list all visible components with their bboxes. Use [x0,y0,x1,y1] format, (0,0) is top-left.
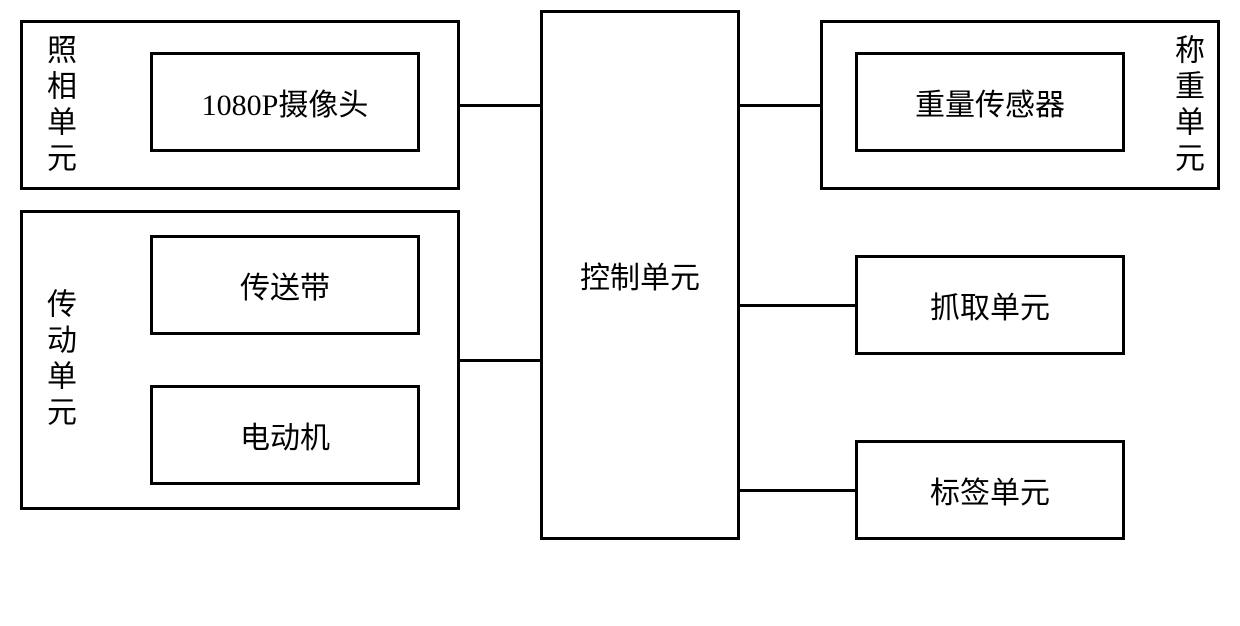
weigh-unit-label: 称重单元 [1164,34,1208,178]
weight-sensor-box: 重量传感器 [855,52,1125,152]
belt-label: 传送带 [240,263,330,307]
control-label: 控制单元 [580,253,700,297]
edge-camera-control [460,104,540,107]
camera-unit-label: 照相单元 [36,34,80,178]
grab-unit-label: 抓取单元 [930,283,1050,327]
belt-box: 传送带 [150,235,420,335]
label-unit-box: 标签单元 [855,440,1125,540]
motor-label: 电动机 [240,413,330,457]
grab-unit-box: 抓取单元 [855,255,1125,355]
camera-inner-box: 1080P摄像头 [150,52,420,152]
motor-box: 电动机 [150,385,420,485]
drive-unit-label: 传动单元 [36,288,80,432]
label-unit-label: 标签单元 [930,468,1050,512]
edge-drive-control [460,359,540,362]
edge-control-label [740,489,855,492]
edge-control-grab [740,304,855,307]
control-unit: 控制单元 [540,10,740,540]
edge-control-weigh [740,104,820,107]
weight-sensor-label: 重量传感器 [915,80,1065,124]
diagram-canvas: 照相单元 1080P摄像头 传动单元 传送带 电动机 控制单元 称重单元 重量传… [0,0,1240,626]
camera-inner-label: 1080P摄像头 [202,80,369,124]
